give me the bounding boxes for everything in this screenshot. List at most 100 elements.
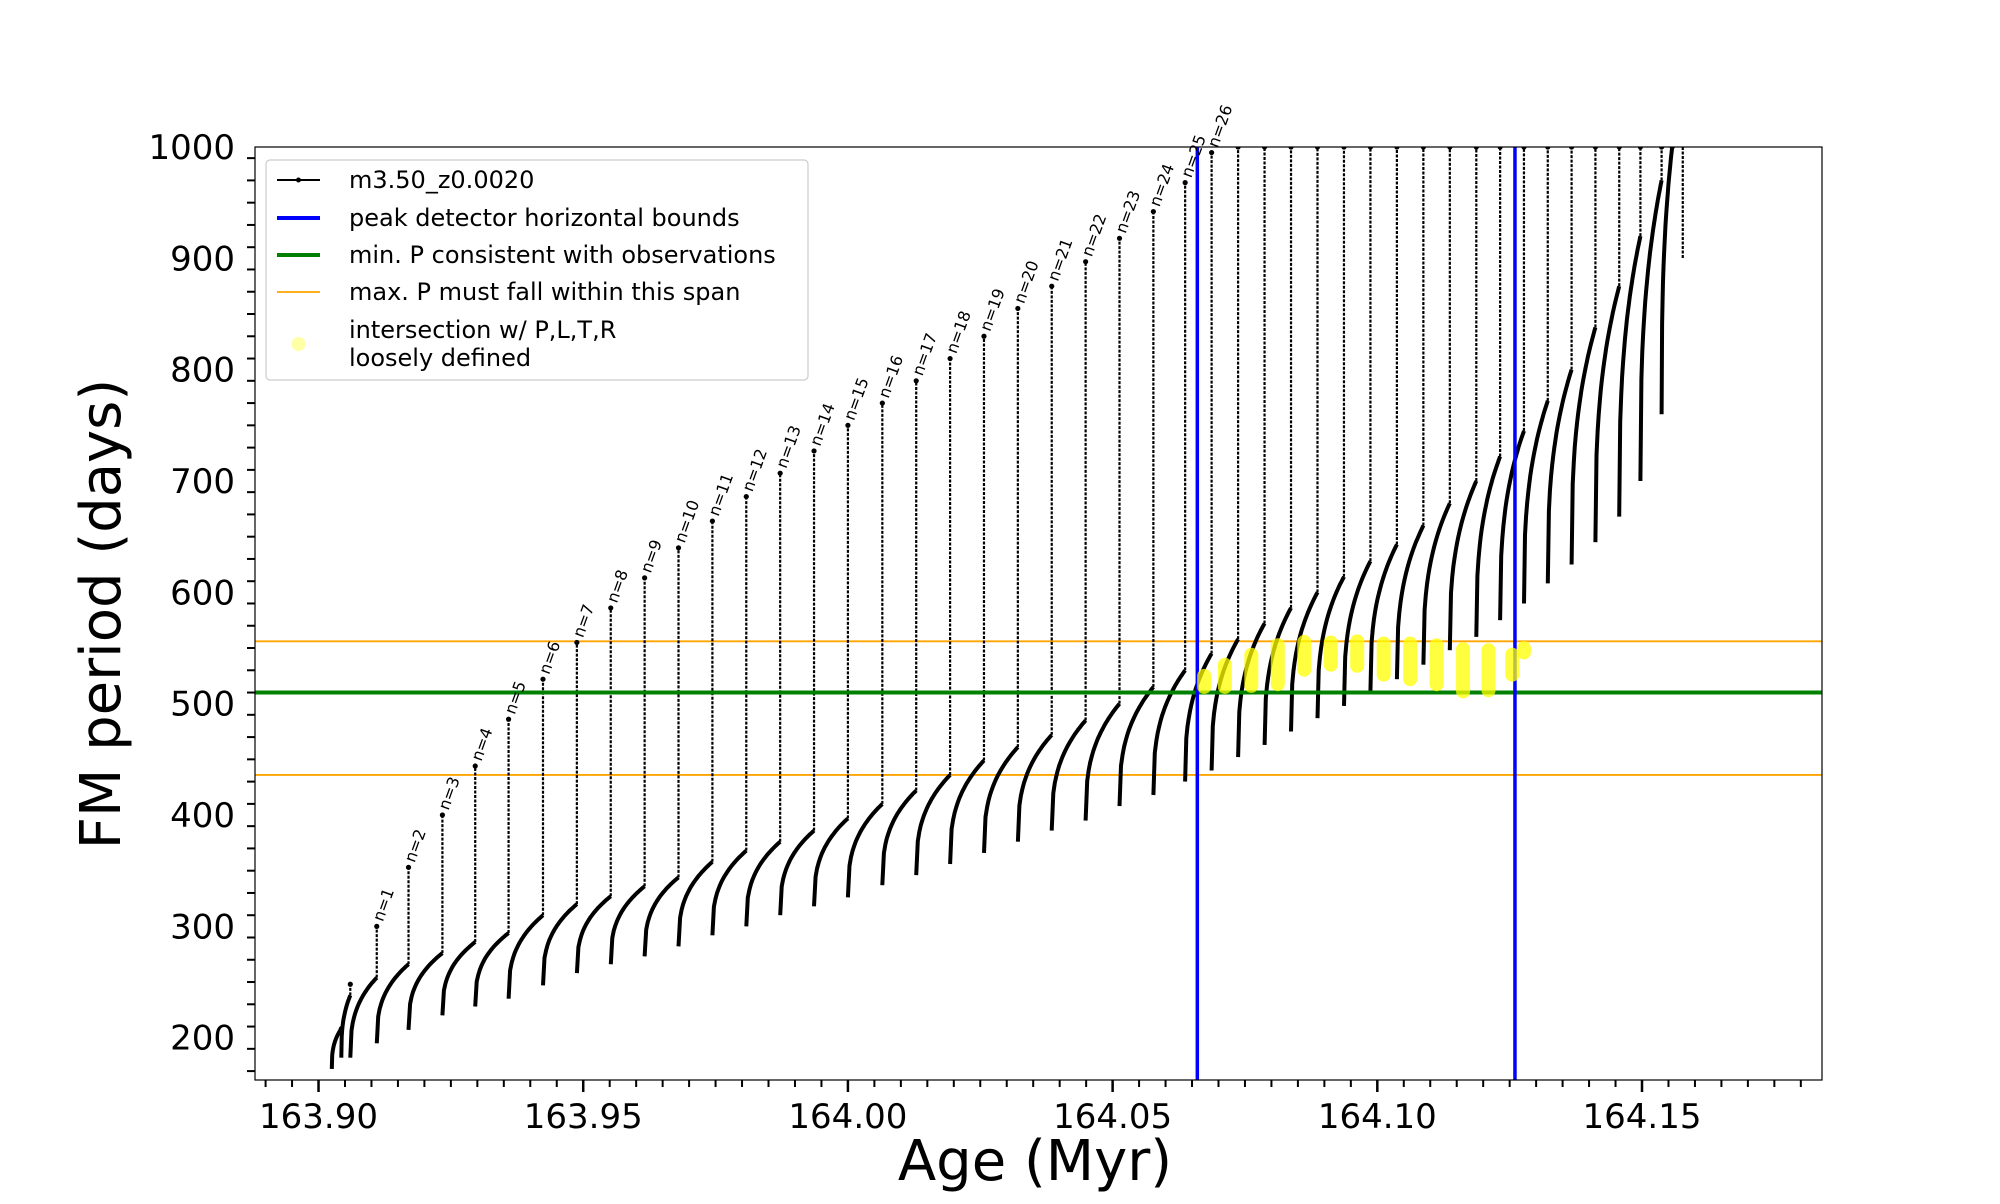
series-spike-marker bbox=[1083, 259, 1089, 265]
series-spike-marker bbox=[347, 981, 353, 987]
series-segment bbox=[914, 773, 952, 876]
intersection-marker bbox=[1456, 642, 1471, 699]
intersection-marker bbox=[1481, 643, 1496, 698]
series-spike-marker bbox=[845, 422, 851, 428]
intersection-marker bbox=[1197, 668, 1212, 694]
x-tick-label: 164.10 bbox=[1318, 1097, 1437, 1137]
x-tick-label: 163.95 bbox=[524, 1097, 643, 1137]
series-segment bbox=[329, 1027, 343, 1069]
intersection-marker bbox=[1270, 638, 1285, 692]
series-spike-marker bbox=[1658, 147, 1665, 150]
series-segment bbox=[1638, 180, 1664, 482]
series-segment bbox=[374, 962, 410, 1044]
y-tick-label: 600 bbox=[170, 573, 235, 613]
series-segment bbox=[473, 931, 510, 1007]
series-spike-marker bbox=[1420, 147, 1426, 150]
legend-box bbox=[265, 159, 809, 381]
series-segment bbox=[440, 940, 477, 1016]
x-tick-label: 163.90 bbox=[259, 1097, 378, 1137]
series-spike-marker bbox=[1288, 147, 1294, 150]
series-spike-marker bbox=[642, 575, 648, 581]
series-spike-marker bbox=[1209, 149, 1215, 156]
y-tick-label: 700 bbox=[170, 462, 235, 502]
legend-label: max. P must fall within this span bbox=[349, 278, 740, 306]
legend-label: min. P consistent with observations bbox=[349, 241, 776, 269]
series-segment bbox=[1315, 575, 1346, 719]
series-spike-marker bbox=[472, 763, 478, 769]
series-segment bbox=[1593, 285, 1622, 543]
series-spike-marker bbox=[574, 639, 580, 646]
series-segment bbox=[506, 913, 545, 999]
series-spike-marker bbox=[1116, 235, 1123, 241]
series-spike-marker bbox=[1616, 147, 1622, 150]
series-segment bbox=[948, 759, 986, 865]
series-segment bbox=[845, 802, 884, 898]
series-spike-marker bbox=[1049, 283, 1055, 289]
legend-swatch-dot bbox=[291, 337, 306, 351]
series-segment bbox=[1447, 480, 1479, 651]
legend-label: peak detector horizontal bounds bbox=[349, 204, 740, 232]
series-spike-marker bbox=[1182, 180, 1188, 186]
series-spike-marker bbox=[675, 545, 682, 551]
series-segment bbox=[1617, 235, 1643, 517]
series-spike-marker bbox=[1568, 147, 1575, 150]
series-segment bbox=[1522, 400, 1550, 604]
y-tick-label: 200 bbox=[170, 1019, 235, 1059]
series-spike-marker bbox=[1473, 147, 1479, 150]
series-spike-marker bbox=[1150, 208, 1156, 215]
series-spike-marker bbox=[981, 333, 987, 339]
series-spike-marker bbox=[540, 676, 546, 682]
plot-clip-group bbox=[255, 147, 1822, 1080]
series-spike-marker bbox=[811, 448, 817, 454]
series-spike-marker bbox=[439, 812, 446, 818]
series-spike-marker bbox=[947, 355, 953, 362]
series-spike-marker bbox=[709, 518, 715, 524]
series-spike-marker bbox=[1447, 147, 1453, 150]
series-segment bbox=[1342, 560, 1373, 706]
x-tick-label: 164.05 bbox=[1053, 1097, 1172, 1137]
series-spike-marker bbox=[1367, 147, 1374, 150]
series-spike-marker bbox=[1314, 147, 1321, 150]
series-spike-marker bbox=[1015, 305, 1021, 312]
y-tick-label: 800 bbox=[170, 351, 235, 391]
series-spike-marker bbox=[879, 400, 885, 406]
plot-frame bbox=[254, 146, 1823, 1081]
intersection-marker bbox=[1403, 636, 1418, 687]
series-spike-marker bbox=[1261, 147, 1268, 150]
series-spike-marker bbox=[1592, 147, 1599, 150]
series-segment bbox=[710, 849, 748, 936]
series-spike-marker bbox=[374, 923, 380, 929]
series-spike-marker bbox=[1394, 147, 1400, 150]
series-segment bbox=[1498, 430, 1526, 621]
series-segment bbox=[1015, 733, 1054, 842]
series-segment bbox=[778, 829, 816, 916]
series-segment bbox=[744, 840, 782, 927]
y-tick-label: 300 bbox=[170, 907, 235, 947]
intersection-marker bbox=[1323, 635, 1338, 672]
series-spike-marker bbox=[1637, 147, 1644, 150]
series-spike-marker bbox=[1669, 147, 1675, 150]
y-tick-label: 500 bbox=[170, 685, 235, 725]
legend-label: m3.50_z0.0020 bbox=[349, 166, 534, 194]
intersection-marker bbox=[1516, 641, 1531, 660]
series-spike-marker bbox=[743, 493, 749, 500]
series-segment bbox=[1474, 455, 1502, 637]
intersection-marker bbox=[1217, 657, 1232, 694]
intersection-marker bbox=[1350, 634, 1365, 673]
legend-label: intersection w/ P,L,T,R bbox=[349, 316, 616, 344]
legend-swatch-marker bbox=[296, 177, 301, 183]
x-axis-title: Age (Myr) bbox=[898, 1129, 1172, 1194]
y-axis-title: FM period (days) bbox=[69, 379, 134, 849]
intersection-marker bbox=[1505, 647, 1520, 682]
series-segment bbox=[348, 976, 379, 1058]
intersection-marker bbox=[1297, 634, 1312, 677]
axes: 163.90 163.95 164.00 164.05 164.10 164.15 200 3… bbox=[148, 128, 1823, 1137]
series-spike-marker bbox=[777, 470, 783, 476]
intersection-marker bbox=[1244, 647, 1259, 693]
intersection-marker bbox=[1376, 636, 1391, 682]
series-segment bbox=[339, 994, 353, 1058]
y-tick-label: 900 bbox=[170, 239, 235, 279]
series-segment bbox=[1083, 702, 1122, 821]
